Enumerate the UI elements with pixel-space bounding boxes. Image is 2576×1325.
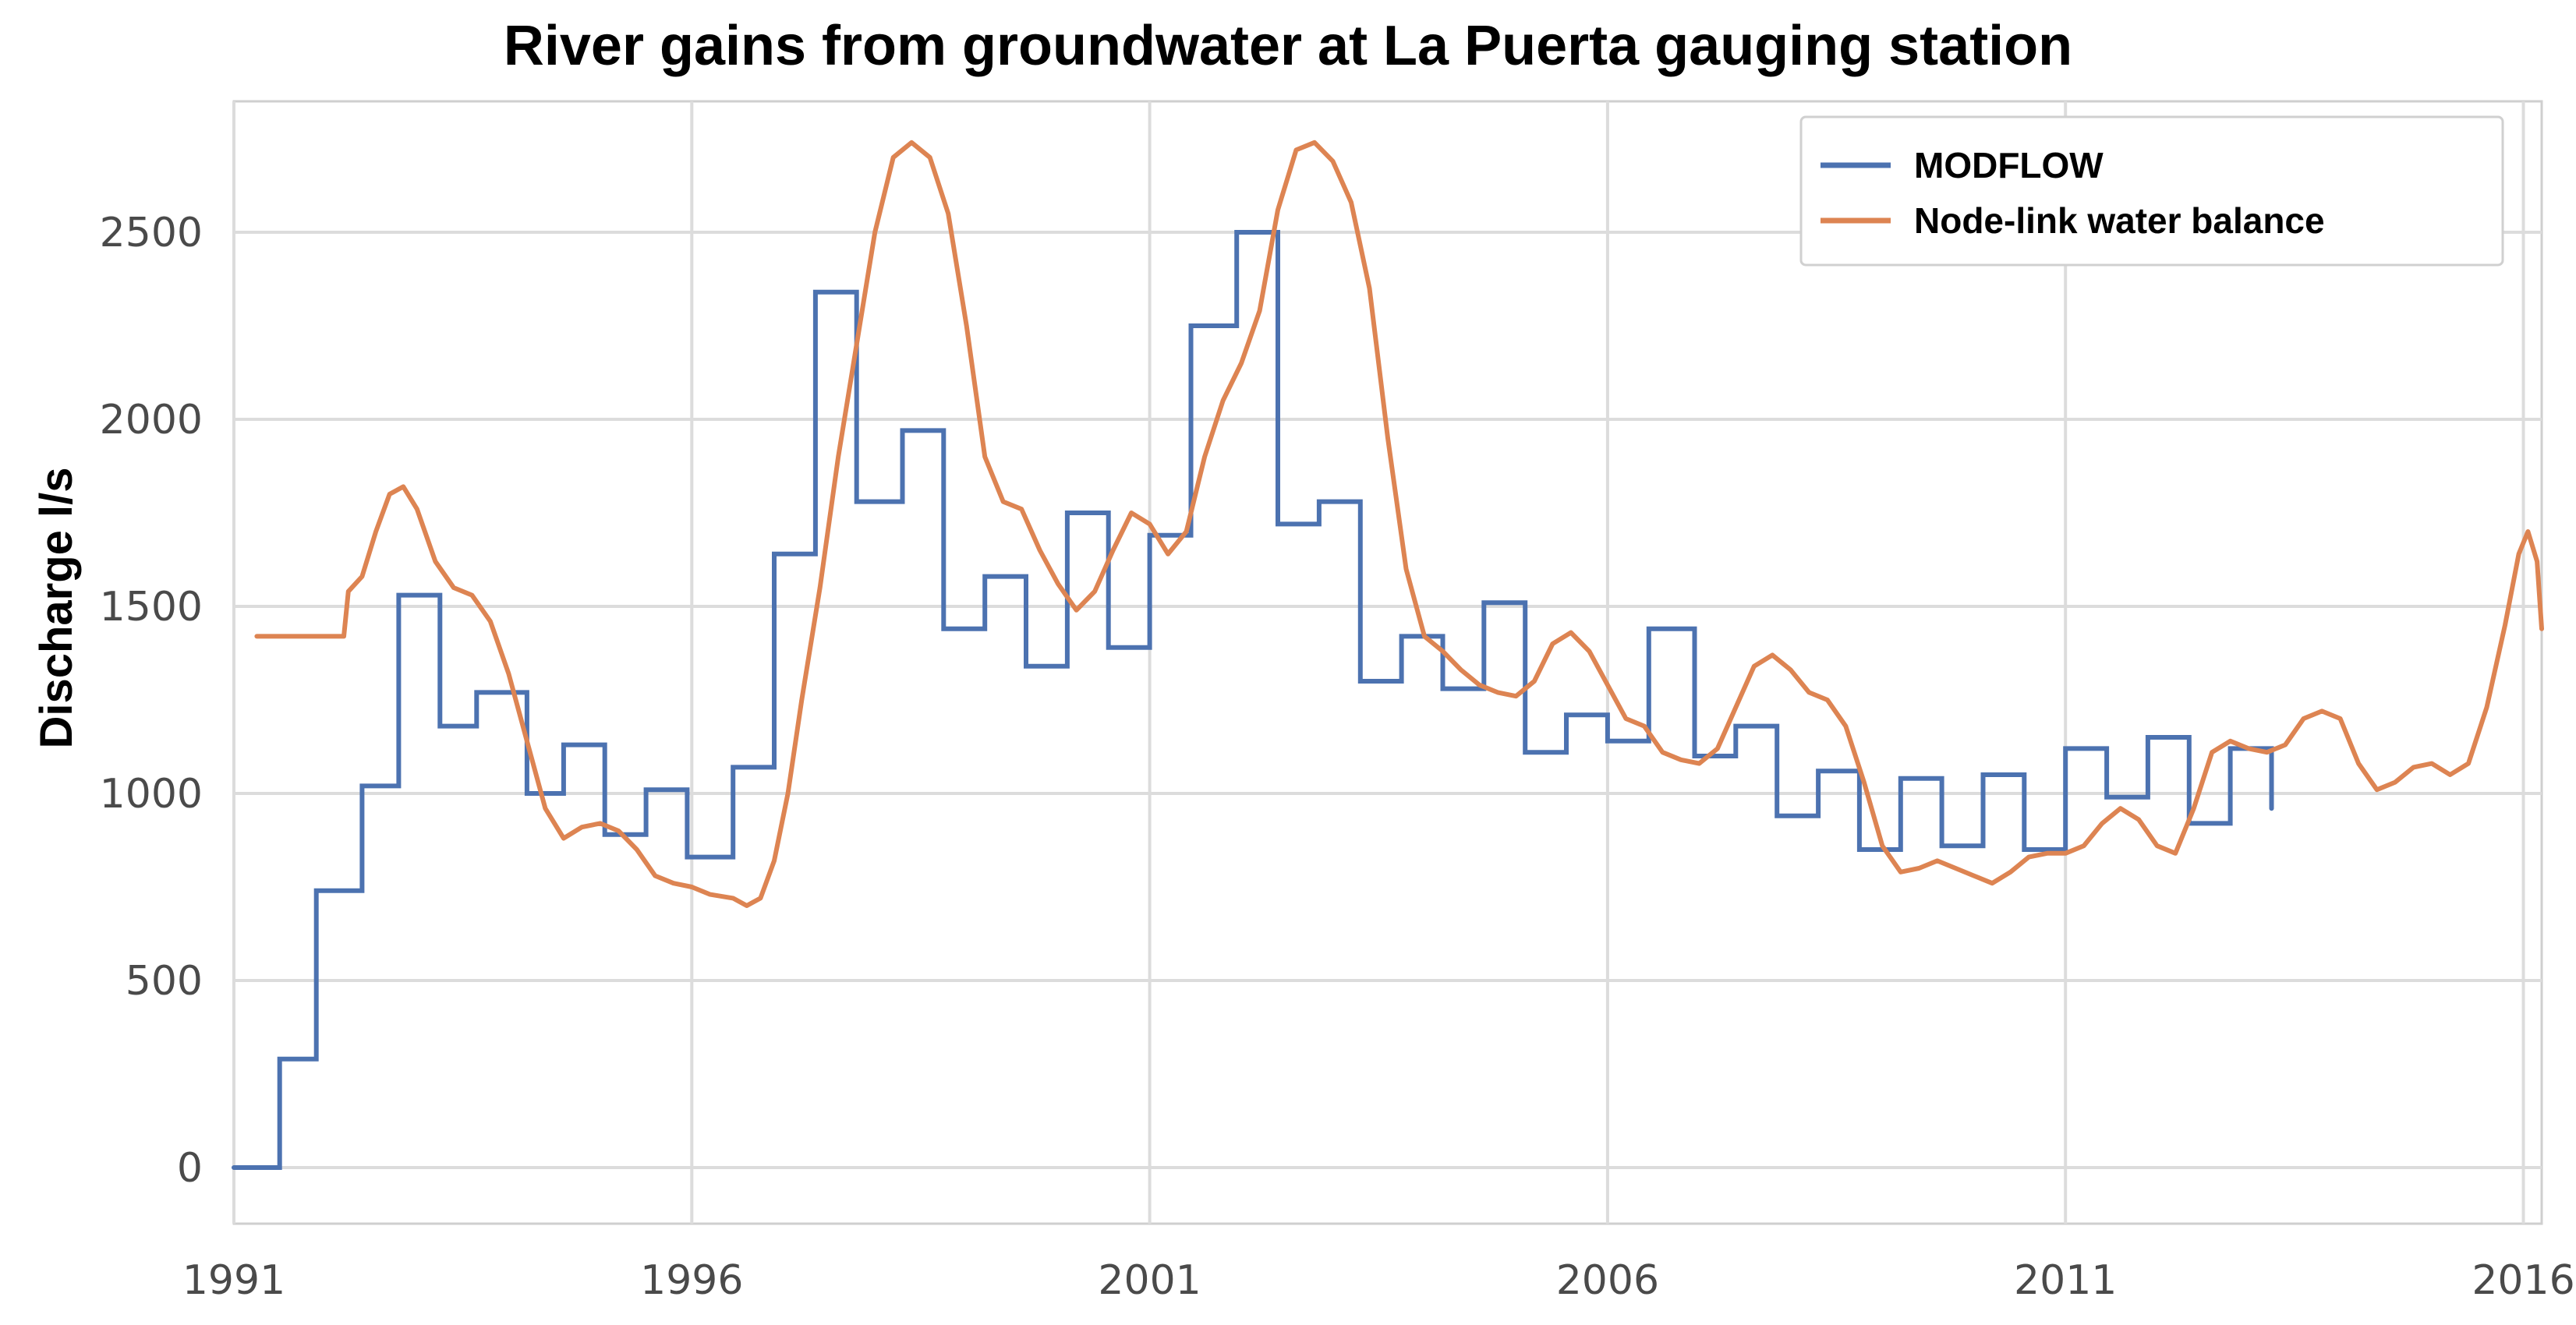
legend-label-node-link: Node-link water balance — [1914, 200, 2325, 241]
series-line-node-link-water-balance — [254, 140, 2544, 908]
chart-title: River gains from groundwater at La Puert… — [503, 15, 2073, 77]
x-tick-label: 1996 — [640, 1257, 743, 1304]
legend-label-modflow: MODFLOW — [1914, 145, 2104, 186]
y-tick-label: 1000 — [100, 771, 203, 818]
series-line-modflow — [232, 230, 2274, 1170]
x-tick-label: 2011 — [2014, 1257, 2117, 1304]
x-tick-label: 1991 — [182, 1257, 285, 1304]
y-tick-label: 1500 — [100, 584, 203, 631]
legend: MODFLOW Node-link water balance — [1799, 115, 2504, 267]
y-tick-label: 2500 — [100, 210, 203, 256]
y-tick-label: 2000 — [100, 397, 203, 443]
x-tick-label: 2006 — [1556, 1257, 1659, 1304]
y-tick-label: 0 — [177, 1145, 203, 1192]
plot-area — [232, 100, 2543, 1225]
x-tick-label: 2016 — [2472, 1257, 2574, 1304]
x-tick-label: 2001 — [1098, 1257, 1201, 1304]
y-tick-label: 500 — [126, 958, 203, 1005]
y-axis-label: Discharge l/s — [31, 467, 82, 748]
